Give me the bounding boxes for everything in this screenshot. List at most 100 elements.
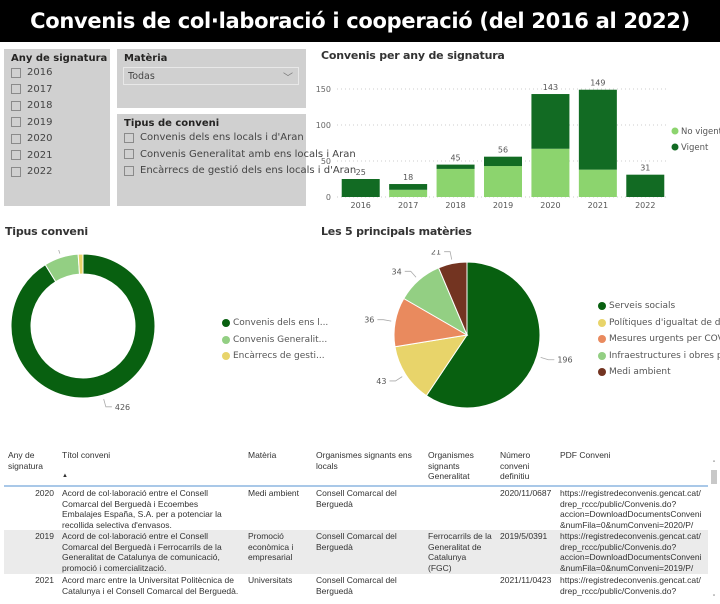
slice-1[interactable] — [394, 334, 469, 397]
table-header-row: Any de signatura Títol conveni ▲ Matèria Org… — [4, 448, 708, 486]
slice-value-label: 36 — [38, 250, 48, 251]
bar-no-vigent-2020[interactable] — [531, 148, 570, 197]
slice-0[interactable] — [425, 261, 541, 409]
table-cell[interactable]: https://registredeconvenis.gencat.cat/dr… — [556, 530, 708, 574]
column-header[interactable]: Any de signatura — [4, 448, 58, 486]
tipus-option[interactable]: Encàrrecs de gestió dels ens locals i d'… — [124, 165, 356, 176]
legend-item[interactable]: Infraestructures i obres p... — [598, 351, 720, 361]
year-option-2019[interactable]: 2019 — [11, 117, 52, 128]
checkbox[interactable] — [11, 150, 21, 160]
bar-total-label: 45 — [450, 154, 460, 163]
legend-dot — [222, 352, 230, 360]
table-cell: Medi ambient — [248, 488, 300, 498]
materia-slicer-title: Matèria — [124, 53, 168, 64]
legend-item[interactable]: Medi ambient — [598, 367, 671, 377]
bar-no-vigent-2019[interactable] — [484, 166, 522, 197]
option-label: 2018 — [27, 100, 53, 111]
checkbox[interactable] — [11, 133, 21, 144]
column-header[interactable]: PDF Conveni — [556, 448, 708, 486]
tipus-option[interactable]: Convenis dels ens locals i d'Aran — [124, 132, 304, 143]
slice-value-label: 426 — [115, 403, 130, 412]
table-cell[interactable]: https://registredeconvenis.gencat.cat/dr… — [560, 488, 702, 530]
option-label: 2021 — [27, 149, 53, 161]
legend-label: Encàrrecs de gesti... — [233, 351, 325, 361]
bar-vigent-2018[interactable] — [436, 164, 475, 169]
bar-no-vigent-2021[interactable] — [578, 169, 617, 197]
legend-item[interactable]: Mesures urgents per COV... — [598, 334, 720, 344]
scroll-up-icon[interactable]: ˄ — [712, 460, 716, 468]
legend-item[interactable]: Convenis Generalit... — [222, 335, 327, 345]
legend-item[interactable]: Convenis dels ens l... — [222, 318, 328, 328]
pie-chart: 196 43 36 34 21 — [364, 250, 573, 409]
checkbox[interactable] — [124, 149, 134, 159]
year-option-2017[interactable]: 2017 — [11, 84, 52, 95]
legend-dot — [598, 335, 606, 343]
slice-4[interactable] — [437, 261, 468, 336]
checkbox[interactable] — [11, 117, 21, 127]
scroll-thumb[interactable] — [711, 470, 717, 484]
bar-no-vigent-2017[interactable] — [389, 189, 428, 197]
slice-2[interactable] — [77, 253, 84, 275]
bar-chart: 0 50 100 150 25 2016 18 2017 45 2018 56 2019 143 2020… — [316, 79, 720, 210]
table-cell: 2021 — [35, 575, 54, 585]
year-slicer-title: Any de signatura — [11, 53, 108, 64]
header-label: PDF Conveni — [560, 450, 611, 460]
column-header[interactable]: Número conveni definitiu — [496, 448, 556, 486]
bar-vigent-2020[interactable] — [531, 94, 570, 149]
table-row[interactable]: 2019 Acord de col·laboració entre el Cons… — [4, 530, 708, 574]
legend-item[interactable]: Polítiques d'igualtat de d... — [598, 318, 720, 328]
table-cell: Consell Comarcal del Berguedà — [316, 488, 397, 509]
slice-0[interactable] — [10, 253, 156, 399]
legend-item[interactable]: Encàrrecs de gesti... — [222, 351, 325, 361]
tipus-option[interactable]: Convenis Generalitat amb ens locals i Ar… — [124, 149, 356, 160]
bar-vigent-2016[interactable] — [341, 179, 380, 197]
y-tick-label: 50 — [321, 157, 331, 166]
bar-vigent-2017[interactable] — [389, 184, 428, 190]
table-cell — [424, 486, 496, 530]
checkbox[interactable] — [124, 132, 134, 143]
bar-no-vigent-2018[interactable] — [436, 168, 475, 197]
year-option-2020[interactable]: 2020 — [11, 133, 52, 144]
header-label: Número conveni definitiu — [500, 450, 531, 481]
sort-ascending-icon[interactable]: ▲ — [62, 472, 68, 479]
year-option-2021[interactable]: 2021 — [11, 150, 52, 161]
column-header[interactable]: Matèria — [244, 448, 312, 486]
page-title: Convenis de col·laboració i cooperació (… — [0, 0, 720, 42]
legend-label: Medi ambient — [609, 367, 671, 377]
column-header[interactable]: Organismes signants Generalitat — [424, 448, 496, 486]
bar-vigent-2019[interactable] — [484, 156, 522, 167]
column-header[interactable]: Organismes signants ens locals — [312, 448, 424, 486]
legend-label: Vigent — [681, 143, 709, 153]
bar-vigent-2022[interactable] — [626, 174, 665, 197]
checkbox[interactable] — [11, 100, 21, 111]
tipus-slicer-title: Tipus de conveni — [124, 118, 220, 129]
table-cell[interactable]: https://registredeconvenis.gencat.cat/dr… — [560, 575, 701, 596]
checkbox[interactable] — [11, 84, 21, 94]
legend-label: No vigent — [681, 127, 720, 137]
table-cell: Acord marc entre la Universitat Politècn… — [62, 575, 239, 596]
table-cell — [424, 574, 496, 596]
table-cell: 2019 — [4, 530, 58, 574]
materia-dropdown[interactable]: Todas ﹀ — [123, 67, 299, 85]
checkbox[interactable] — [11, 166, 21, 177]
x-tick-label: 2018 — [445, 201, 465, 210]
column-header[interactable]: Títol conveni ▲ — [58, 448, 244, 486]
legend-item[interactable]: Serveis socials — [598, 301, 675, 311]
checkbox[interactable] — [124, 165, 134, 176]
legend-dot — [598, 351, 606, 360]
table-row[interactable]: 2021 Acord marc entre la Universitat Poli… — [4, 574, 708, 596]
materia-dropdown-value: Todas — [128, 71, 155, 82]
checkbox[interactable] — [11, 67, 21, 78]
year-option-2016[interactable]: 2016 — [11, 67, 52, 78]
donut-chart-title: Tipus conveni — [5, 225, 88, 238]
slice-value-label: 196 — [557, 356, 572, 365]
table-row[interactable]: 2020 Acord de col·laboració entre el Cons… — [4, 486, 708, 530]
table-cell: Promoció econòmica i empresarial — [244, 530, 312, 574]
bar-vigent-2021[interactable] — [578, 89, 617, 170]
option-label: 2017 — [27, 83, 53, 95]
year-option-2022[interactable]: 2022 — [11, 166, 52, 177]
option-label: Convenis dels ens locals i d'Aran — [140, 132, 304, 143]
scroll-down-icon[interactable]: ˅ — [712, 594, 716, 602]
table-scrollbar[interactable]: ˄ ˅ — [709, 460, 719, 604]
year-option-2018[interactable]: 2018 — [11, 100, 52, 111]
